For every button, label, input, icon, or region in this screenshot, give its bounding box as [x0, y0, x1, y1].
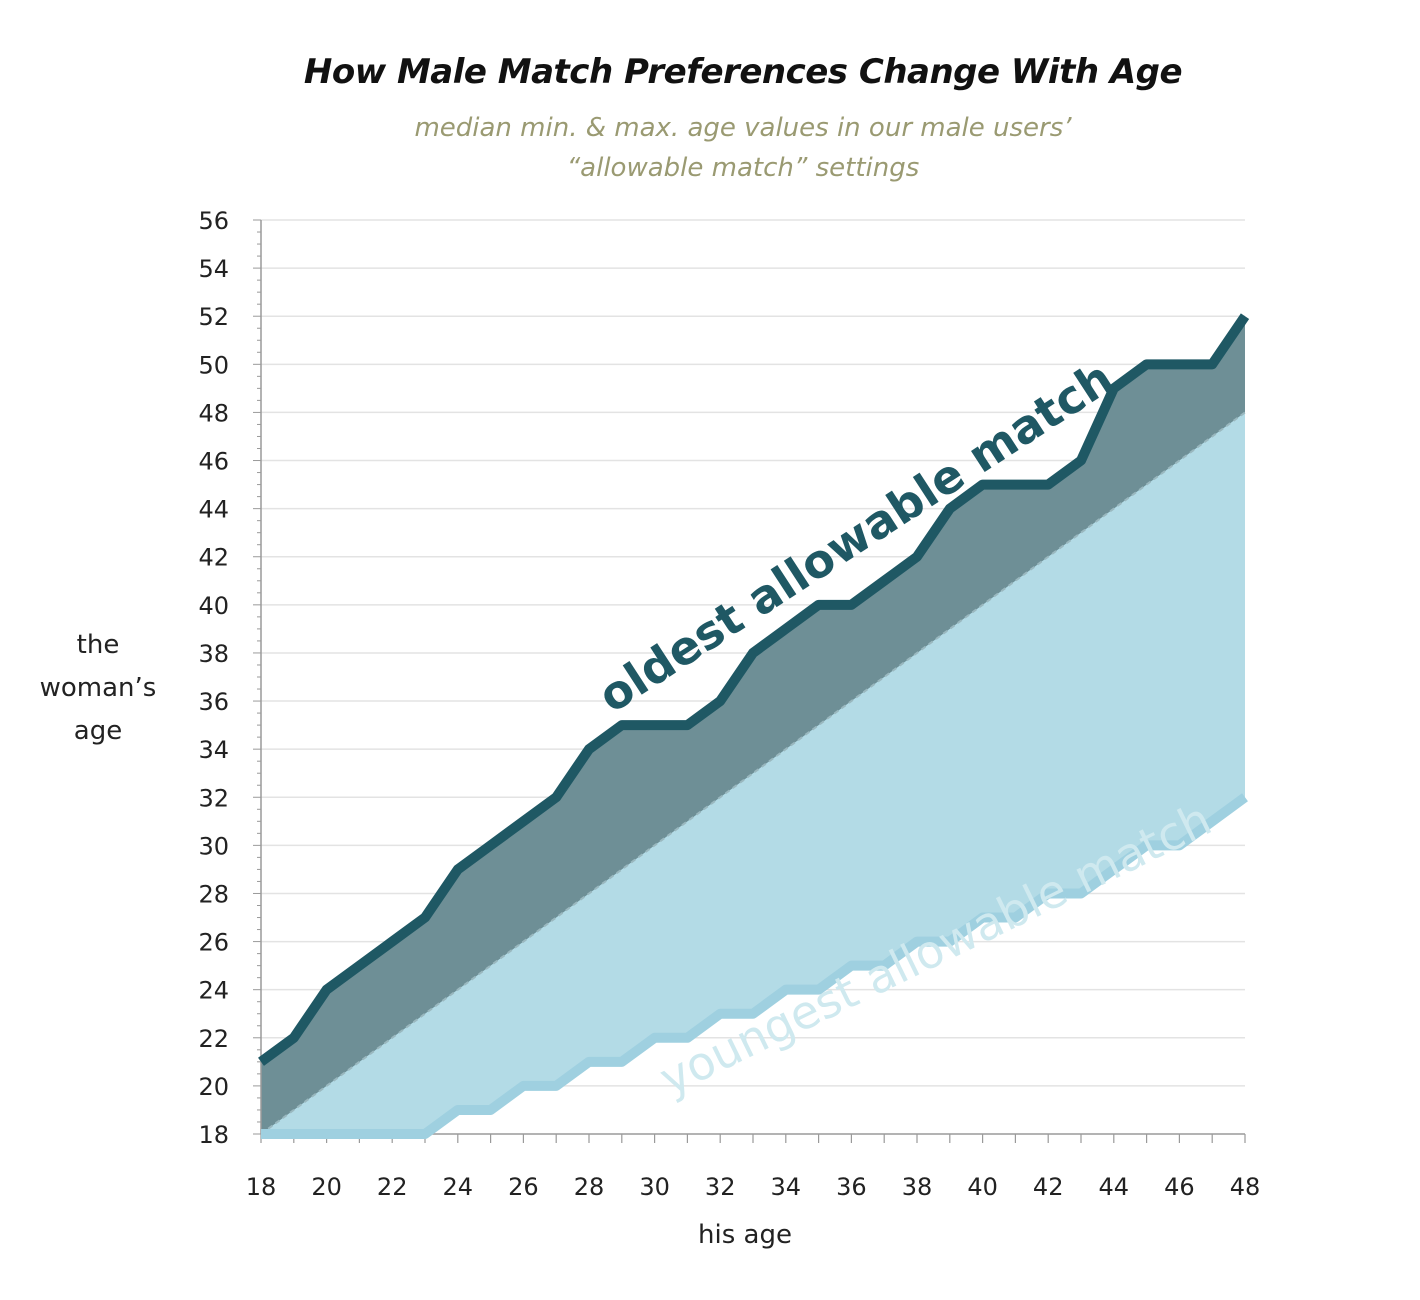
y-tick-label-44: 44 — [198, 496, 229, 524]
y-tick-label-40: 40 — [198, 592, 229, 620]
x-axis-label: his age — [698, 1220, 792, 1250]
y-axis-label: the woman’s age — [18, 624, 178, 753]
chart-title: How Male Match Preferences Change With A… — [303, 52, 1183, 92]
series-lines — [258, 313, 1250, 1139]
x-tick-label-22: 22 — [377, 1173, 408, 1201]
x-tick-label-44: 44 — [1099, 1173, 1130, 1201]
y-tick-label-36: 36 — [198, 688, 229, 716]
x-tick-label-42: 42 — [1033, 1173, 1064, 1201]
y-tick-label-28: 28 — [198, 880, 229, 908]
x-tick-label-34: 34 — [771, 1173, 802, 1201]
y-tick-label-50: 50 — [198, 351, 229, 379]
x-tick-label-20: 20 — [311, 1173, 342, 1201]
x-tick-label-26: 26 — [508, 1173, 539, 1201]
y-tick-label-24: 24 — [198, 977, 229, 1005]
area-fills — [260, 316, 1246, 1135]
chart-subtitle-line-1: median min. & max. age values in our mal… — [414, 113, 1072, 143]
y-tick-label-54: 54 — [198, 255, 229, 283]
x-tick-label-32: 32 — [705, 1173, 736, 1201]
x-tick-label-30: 30 — [639, 1173, 670, 1201]
y-tick-label-38: 38 — [198, 640, 229, 668]
y-tick-label-20: 20 — [198, 1073, 229, 1101]
x-tick-label-48: 48 — [1230, 1173, 1261, 1201]
line-oldest-allowable-match — [258, 313, 1250, 1066]
x-tick-label-18: 18 — [246, 1173, 277, 1201]
y-axis-label-line-1: the — [76, 630, 120, 660]
x-tick-label-46: 46 — [1164, 1173, 1195, 1201]
line-youngest-allowable-match — [261, 793, 1248, 1139]
x-tick-label-28: 28 — [574, 1173, 605, 1201]
x-tick-label-40: 40 — [967, 1173, 998, 1201]
y-tick-label-56: 56 — [198, 207, 229, 235]
y-tick-label-46: 46 — [198, 448, 229, 476]
x-tick-label-24: 24 — [443, 1173, 474, 1201]
x-tick-label-38: 38 — [902, 1173, 933, 1201]
chart-subtitle-line-2: “allowable match” settings — [566, 153, 920, 183]
y-tick-label-18: 18 — [198, 1121, 229, 1149]
y-tick-label-52: 52 — [198, 303, 229, 331]
y-tick-label-42: 42 — [198, 544, 229, 572]
y-tick-label-26: 26 — [198, 929, 229, 957]
chart-subtitle: median min. & max. age values in our mal… — [0, 108, 1420, 188]
y-tick-label-30: 30 — [198, 832, 229, 860]
y-tick-label-48: 48 — [198, 399, 229, 427]
y-tick-label-22: 22 — [198, 1025, 229, 1053]
y-axis-label-line-3: age — [73, 716, 123, 746]
y-tick-label-32: 32 — [198, 784, 229, 812]
band-older-than-him — [261, 316, 1245, 1134]
x-tick-label-36: 36 — [836, 1173, 867, 1201]
y-axis-label-line-2: woman’s — [39, 673, 157, 703]
y-tick-label-34: 34 — [198, 736, 229, 764]
